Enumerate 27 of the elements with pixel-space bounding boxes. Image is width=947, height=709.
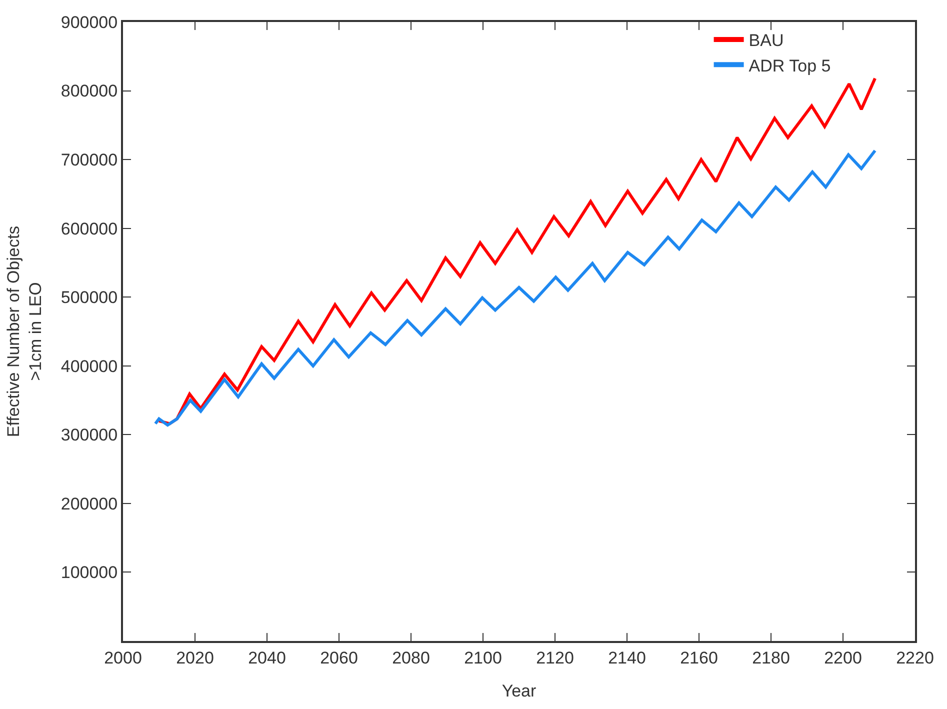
y-tick-label: 300000 — [60, 426, 118, 445]
y-tick-label: 400000 — [60, 356, 118, 376]
x-tick-label: 2080 — [392, 648, 430, 668]
x-tick-label: 2100 — [464, 648, 502, 668]
y-tick-label: 900000 — [60, 12, 118, 32]
x-tick-label: 2120 — [536, 648, 574, 668]
y-tick-label: 600000 — [60, 219, 118, 238]
y-tick-label: 200000 — [60, 494, 118, 514]
legend-label: BAU — [748, 31, 784, 50]
y-axis-title: Effective Number of Objects >1cm in LEO — [4, 226, 45, 438]
x-tick-label: 2180 — [752, 648, 790, 668]
y-tick-label: 800000 — [60, 82, 118, 101]
y-tick-label: 500000 — [60, 288, 118, 308]
legend-label: ADR Top 5 — [748, 56, 831, 76]
line-series — [154, 149, 877, 427]
x-tick-label: 2060 — [320, 648, 358, 668]
line-series — [158, 76, 877, 426]
x-tick-label: 2020 — [176, 648, 214, 668]
y-tick-label: 700000 — [60, 150, 118, 170]
x-tick-label: 2160 — [680, 648, 718, 668]
x-tick-label: 2140 — [608, 648, 646, 668]
x-tick-label: 2200 — [824, 648, 862, 668]
x-tick-label: 2000 — [104, 648, 142, 668]
x-axis-title: Year — [502, 681, 537, 700]
y-tick-label: 100000 — [60, 563, 118, 582]
x-tick-label: 2220 — [896, 648, 934, 668]
x-tick-label: 2040 — [248, 648, 286, 668]
